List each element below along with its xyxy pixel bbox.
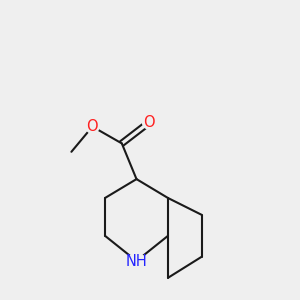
Text: O: O — [87, 119, 98, 134]
Text: O: O — [143, 115, 155, 130]
Ellipse shape — [126, 254, 147, 268]
Text: NH: NH — [126, 254, 147, 268]
Ellipse shape — [86, 120, 99, 133]
Ellipse shape — [142, 116, 156, 129]
